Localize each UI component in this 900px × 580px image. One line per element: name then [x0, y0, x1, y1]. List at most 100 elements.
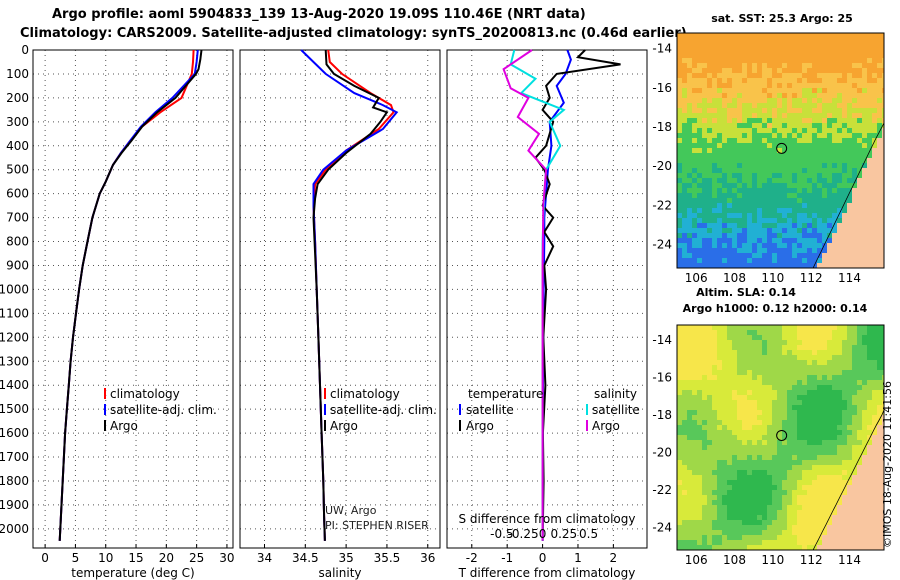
depth-tick-label: 900	[6, 258, 29, 272]
map-cell	[827, 455, 832, 460]
map-cell	[777, 400, 782, 405]
map-cell	[757, 545, 762, 550]
map-cell	[842, 425, 847, 430]
map-cell	[747, 420, 752, 425]
map-cell	[677, 465, 682, 470]
map-cell	[767, 545, 772, 550]
map-cell	[677, 460, 682, 465]
top-x-tick-label: 0.25	[550, 527, 577, 541]
map-cell	[822, 495, 827, 500]
map-cell	[802, 350, 807, 355]
map-cell	[817, 415, 822, 420]
map-cell	[872, 460, 877, 465]
map-cell	[822, 238, 827, 243]
map-cell	[677, 48, 682, 53]
map-cell	[867, 440, 872, 445]
map-cell	[877, 178, 882, 183]
map-cell	[867, 540, 872, 545]
map-cell	[777, 48, 782, 53]
map-cell	[832, 390, 837, 395]
map-cell	[797, 173, 802, 178]
map-cell	[722, 540, 727, 545]
map-cell	[787, 545, 792, 550]
map-cell	[812, 168, 817, 173]
map-cell	[717, 158, 722, 163]
map-cell	[757, 263, 762, 268]
map-cell	[777, 123, 782, 128]
map-cell	[837, 395, 842, 400]
map-cell	[787, 93, 792, 98]
map-cell	[812, 248, 817, 253]
map-cell	[802, 505, 807, 510]
map-cell	[797, 78, 802, 83]
map-cell	[852, 400, 857, 405]
map-cell	[862, 510, 867, 515]
map-cell	[712, 330, 717, 335]
map-cell	[732, 218, 737, 223]
map-cell	[707, 133, 712, 138]
map-cell	[697, 520, 702, 525]
map-cell	[682, 183, 687, 188]
map-cell	[797, 510, 802, 515]
map-cell	[857, 263, 862, 268]
map-cell	[857, 103, 862, 108]
map-cell	[777, 340, 782, 345]
map-cell	[757, 138, 762, 143]
map-cell	[817, 33, 822, 38]
map-cell	[717, 535, 722, 540]
map-cell	[742, 103, 747, 108]
map-cell	[747, 258, 752, 263]
map-cell	[807, 88, 812, 93]
map-cell	[852, 345, 857, 350]
map-cell	[772, 480, 777, 485]
map-cell	[847, 400, 852, 405]
map-cell	[792, 233, 797, 238]
map-cell	[702, 395, 707, 400]
map-cell	[727, 128, 732, 133]
map-cell	[842, 420, 847, 425]
map-cell	[827, 253, 832, 258]
map-cell	[792, 375, 797, 380]
map-cell	[712, 248, 717, 253]
map-cell	[862, 233, 867, 238]
map-cell	[687, 173, 692, 178]
map-cell	[862, 188, 867, 193]
map-cell	[852, 515, 857, 520]
map-cell	[837, 425, 842, 430]
map-cell	[722, 183, 727, 188]
map-cell	[852, 370, 857, 375]
map-cell	[692, 435, 697, 440]
map-cell	[787, 425, 792, 430]
map-cell	[777, 370, 782, 375]
map-cell	[772, 340, 777, 345]
map-cell	[687, 405, 692, 410]
map-cell	[782, 83, 787, 88]
map-cell	[692, 350, 697, 355]
map-cell	[837, 218, 842, 223]
map-cell	[727, 345, 732, 350]
map-cell	[777, 93, 782, 98]
map-cell	[732, 208, 737, 213]
map-cell	[687, 445, 692, 450]
map-cell	[692, 540, 697, 545]
map-cell	[872, 48, 877, 53]
map-cell	[882, 98, 884, 103]
map-cell	[702, 425, 707, 430]
x-tick-label: 0	[539, 551, 547, 565]
map-cell	[682, 43, 687, 48]
map-cell	[757, 525, 762, 530]
map-cell	[697, 263, 702, 268]
map-cell	[747, 400, 752, 405]
map-cell	[727, 410, 732, 415]
map-cell	[752, 73, 757, 78]
map-cell	[772, 475, 777, 480]
map-cell	[767, 53, 772, 58]
map-cell	[822, 515, 827, 520]
map-cell	[872, 335, 877, 340]
map-cell	[812, 118, 817, 123]
map-cell	[832, 258, 837, 263]
map-cell	[767, 68, 772, 73]
map-cell	[867, 340, 872, 345]
map-cell	[832, 173, 837, 178]
map-cell	[712, 83, 717, 88]
